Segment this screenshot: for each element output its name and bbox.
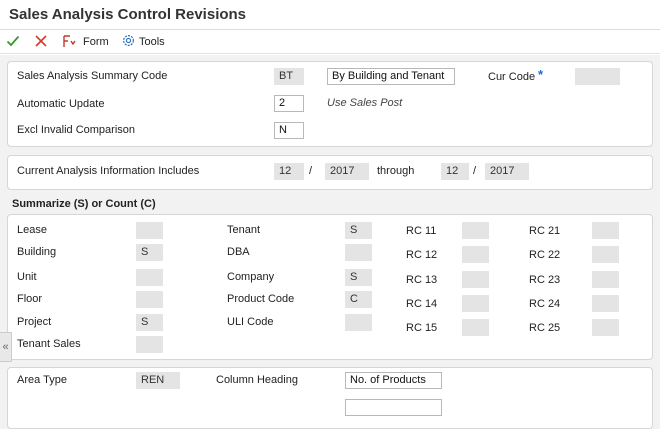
rc-13-field[interactable] <box>462 271 489 288</box>
title-divider <box>0 29 660 30</box>
area-type-label: Area Type <box>17 374 67 386</box>
tools-menu-label: Tools <box>139 36 165 48</box>
ok-button[interactable] <box>6 34 20 50</box>
rc-22-label: RC 22 <box>529 249 561 261</box>
summary-code-field: BT <box>274 68 304 85</box>
product-code-label: Product Code <box>227 293 295 305</box>
rc-25-field[interactable] <box>592 319 619 336</box>
uli-code-label: ULI Code <box>227 316 274 328</box>
floor-label: Floor <box>17 293 43 305</box>
form-menu-label: Form <box>83 36 109 48</box>
excl-invalid-comparison-field[interactable]: N <box>274 122 304 139</box>
summary-code-label: Sales Analysis Summary Code <box>17 70 168 82</box>
area-type-field[interactable]: REN <box>136 372 180 389</box>
rc-25-label: RC 25 <box>529 322 561 334</box>
cur-code-field[interactable] <box>575 68 620 85</box>
required-asterisk-icon: * <box>538 67 544 82</box>
summarize-panel: Lease Building S Unit Floor Project S Te… <box>7 214 653 360</box>
cancel-button[interactable] <box>34 34 48 50</box>
rc-21-label: RC 21 <box>529 225 561 237</box>
tenant-sales-field[interactable] <box>136 336 163 353</box>
tools-menu-button[interactable]: Tools <box>121 34 165 50</box>
double-chevron-left-icon: « <box>2 341 9 353</box>
rc-23-field[interactable] <box>592 271 619 288</box>
excl-invalid-comparison-label: Excl Invalid Comparison <box>17 124 135 136</box>
automatic-update-label: Automatic Update <box>17 98 105 110</box>
rc-14-label: RC 14 <box>406 298 438 310</box>
automatic-update-field[interactable]: 2 <box>274 95 304 112</box>
from-separator: / <box>309 165 313 177</box>
rc-21-field[interactable] <box>592 222 619 239</box>
rc-15-field[interactable] <box>462 319 489 336</box>
floor-field[interactable] <box>136 291 163 308</box>
x-icon <box>34 34 48 51</box>
rc-12-field[interactable] <box>462 246 489 263</box>
company-label: Company <box>227 271 275 283</box>
summary-code-description[interactable]: By Building and Tenant <box>327 68 455 85</box>
tenant-label: Tenant <box>227 224 261 236</box>
company-field[interactable]: S <box>345 269 372 286</box>
heading-panel: Area Type REN Column Heading No. of Prod… <box>7 367 653 429</box>
column-heading-field[interactable]: No. of Products <box>345 372 442 389</box>
tenant-sales-label: Tenant Sales <box>17 338 81 350</box>
toolbar: Form Tools <box>0 30 660 54</box>
page-title: Sales Analysis Control Revisions <box>9 6 247 23</box>
rc-22-field[interactable] <box>592 246 619 263</box>
through-label: through <box>377 165 415 177</box>
from-period-field[interactable]: 12 <box>274 163 304 180</box>
tenant-field[interactable]: S <box>345 222 372 239</box>
to-year-field[interactable]: 2017 <box>485 163 529 180</box>
building-field[interactable]: S <box>136 244 163 261</box>
project-label: Project <box>17 316 52 328</box>
form-menu-button[interactable]: Form <box>62 34 109 50</box>
rc-14-field[interactable] <box>462 295 489 312</box>
lease-label: Lease <box>17 224 47 236</box>
rc-12-label: RC 12 <box>406 249 438 261</box>
header-panel: Sales Analysis Summary Code BT By Buildi… <box>7 61 653 147</box>
uli-code-field[interactable] <box>345 314 372 331</box>
rc-15-label: RC 15 <box>406 322 438 334</box>
gear-icon <box>121 33 136 51</box>
summarize-heading: Summarize (S) or Count (C) <box>12 198 156 210</box>
dba-label: DBA <box>227 246 250 258</box>
unit-label: Unit <box>17 271 37 283</box>
project-field[interactable]: S <box>136 314 163 331</box>
rc-24-label: RC 24 <box>529 298 561 310</box>
cur-code-label: Cur Code <box>488 71 536 83</box>
rc-13-label: RC 13 <box>406 274 438 286</box>
lease-field[interactable] <box>136 222 163 239</box>
product-code-field[interactable]: C <box>345 291 372 308</box>
to-period-field[interactable]: 12 <box>441 163 469 180</box>
period-panel: Current Analysis Information Includes 12… <box>7 155 653 190</box>
current-analysis-label: Current Analysis Information Includes <box>17 165 200 177</box>
to-separator: / <box>473 165 477 177</box>
rc-24-field[interactable] <box>592 295 619 312</box>
dba-field[interactable] <box>345 244 372 261</box>
unit-field[interactable] <box>136 269 163 286</box>
from-year-field[interactable]: 2017 <box>325 163 369 180</box>
building-label: Building <box>17 246 57 258</box>
form-icon <box>62 34 80 51</box>
rc-23-label: RC 23 <box>529 274 561 286</box>
checkmark-icon <box>6 34 20 51</box>
rc-11-label: RC 11 <box>406 225 437 237</box>
form-body: Sales Analysis Summary Code BT By Buildi… <box>0 55 660 429</box>
automatic-update-description: Use Sales Post <box>327 97 403 109</box>
column-heading-field-2[interactable] <box>345 399 442 416</box>
rc-11-field[interactable] <box>462 222 489 239</box>
column-heading-label: Column Heading <box>216 374 298 386</box>
collapse-sidebar-tab[interactable]: « <box>0 332 12 362</box>
